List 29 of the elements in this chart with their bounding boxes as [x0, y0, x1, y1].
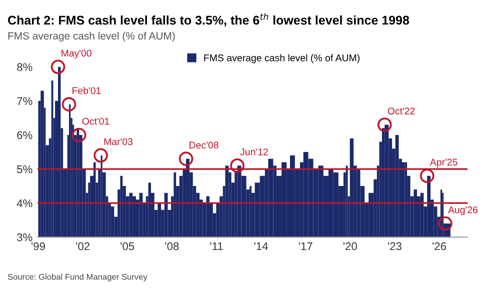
y-tick-label: 7%	[17, 97, 32, 106]
y-tick-label: 8%	[17, 63, 32, 72]
y-tick-label: 5%	[17, 165, 32, 174]
annotation: May'00	[62, 50, 92, 59]
y-tick-label: 4%	[16, 199, 32, 208]
annotation: Aug'26	[448, 206, 478, 216]
x-tick-label: '02	[76, 242, 90, 250]
source-note: Source: Global Fund Manager Survey	[8, 274, 148, 282]
y-tick-label: 3%	[17, 233, 32, 242]
x-tick-label: '17	[298, 242, 312, 250]
annotation: Apr'25	[430, 158, 458, 168]
annotation: Oct'22	[388, 108, 415, 115]
x-tick-label: '99	[32, 242, 45, 250]
x-tick-label: '23	[388, 242, 402, 250]
x-tick-label: '11	[210, 242, 223, 250]
chart-title: Chart 2: FMS cash level falls to 3.5%, the 6$^{th}$ lowest level since 1998	[8, 13, 410, 26]
x-tick-label: '08	[165, 242, 179, 250]
annotation: Jun'12	[240, 148, 268, 156]
y-tick-label: 6%	[17, 131, 32, 140]
annotation: Feb'01	[72, 86, 101, 94]
chart-subtitle: FMS average cash level (% of AUM)	[8, 32, 175, 42]
legend-label: FMS average cash level (% of AUM)	[204, 54, 360, 64]
annotation: Dec'08	[190, 142, 218, 149]
x-tick-label: '20	[343, 242, 357, 250]
x-tick-label: '05	[120, 242, 134, 250]
x-tick-label: '26	[432, 242, 446, 250]
annotation: Oct'01	[82, 118, 110, 125]
x-tick-label: '14	[254, 242, 268, 250]
annotation: Mar'03	[104, 138, 133, 146]
